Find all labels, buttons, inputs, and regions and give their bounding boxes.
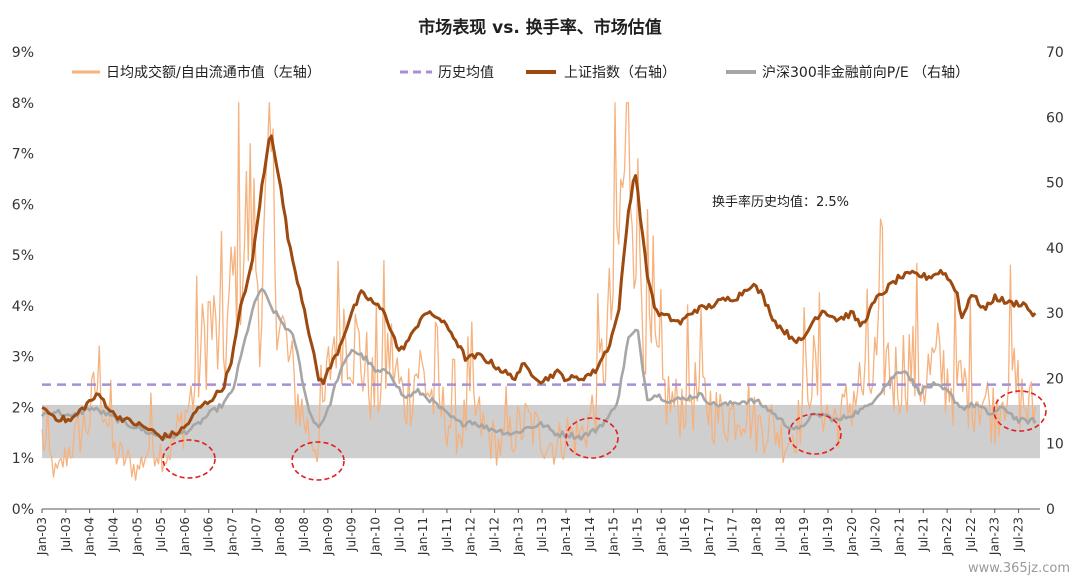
x-tick-label: Jul-03 xyxy=(59,517,73,552)
x-tick-label: Jan-17 xyxy=(702,517,716,556)
x-tick-label: Jul-07 xyxy=(249,517,263,552)
y-left-tick: 0% xyxy=(12,502,34,518)
x-tick-label: Jan-03 xyxy=(35,517,49,556)
x-tick-label: Jan-13 xyxy=(511,517,525,556)
x-tick-label: Jul-12 xyxy=(488,517,502,552)
x-tick-label: Jan-04 xyxy=(83,517,97,556)
y-right-tick: 70 xyxy=(1046,45,1064,61)
x-tick-label: Jan-20 xyxy=(845,517,859,556)
x-tick-label: Jan-10 xyxy=(368,517,382,556)
y-right-tick: 20 xyxy=(1046,371,1064,387)
y-right-tick: 30 xyxy=(1046,306,1064,322)
highlight-circles xyxy=(162,390,1047,481)
x-tick-label: Jul-21 xyxy=(916,517,930,552)
y-right-tick: 10 xyxy=(1046,437,1064,453)
y-left-tick: 6% xyxy=(12,197,34,213)
pe-line xyxy=(40,287,1037,441)
x-tick-label: Jan-11 xyxy=(416,517,430,556)
y-left-tick: 2% xyxy=(12,400,34,416)
legend-turnover: 日均成交额/自由流通市值（左轴） xyxy=(106,64,321,81)
x-axis: Jan-03 Jul-03 Jan-04 Jul-04 Jan-05 Jul-05 Jan-… xyxy=(35,509,1026,556)
x-tick-label: Jul-04 xyxy=(106,517,120,552)
index-line xyxy=(41,134,1037,442)
y-left-tick: 1% xyxy=(12,451,34,467)
turnover-line xyxy=(41,102,1036,481)
y-left-tick: 4% xyxy=(12,299,34,315)
x-tick-label: Jul-20 xyxy=(869,517,883,552)
circle-2019 xyxy=(788,413,842,455)
x-tick-label: Jan-18 xyxy=(750,517,764,556)
x-tick-label: Jan-06 xyxy=(178,517,192,556)
x-tick-label: Jul-19 xyxy=(821,517,835,552)
x-tick-label: Jul-05 xyxy=(154,517,168,552)
x-tick-label: Jan-21 xyxy=(892,517,906,556)
circle-2014 xyxy=(565,417,619,459)
watermark: www.365jz.com xyxy=(968,561,1070,576)
x-tick-label: Jul-09 xyxy=(345,517,359,552)
x-tick-label: Jul-13 xyxy=(535,517,549,552)
y-right-tick: 0 xyxy=(1046,502,1055,518)
x-tick-label: Jul-18 xyxy=(773,517,787,552)
x-tick-label: Jan-07 xyxy=(226,517,240,556)
legend-pe: 沪深300非金融前向P/E （右轴） xyxy=(762,64,969,81)
x-tick-label: Jan-22 xyxy=(940,517,954,556)
circle-2023 xyxy=(993,390,1047,432)
x-tick-label: Jul-17 xyxy=(726,517,740,552)
y-left-tick: 9% xyxy=(12,45,34,61)
x-tick-label: Jul-23 xyxy=(1012,517,1026,552)
x-tick-label: Jul-15 xyxy=(630,517,644,552)
y-left-tick: 8% xyxy=(12,96,34,112)
x-tick-label: Jan-08 xyxy=(273,517,287,556)
y-right-tick: 50 xyxy=(1046,176,1064,192)
x-tick-label: Jul-06 xyxy=(202,517,216,552)
x-tick-label: Jan-15 xyxy=(607,517,621,556)
circle-2005 xyxy=(162,439,216,479)
x-tick-label: Jan-23 xyxy=(988,517,1002,556)
y-right-tick: 60 xyxy=(1046,110,1064,126)
x-tick-label: Jan-16 xyxy=(654,517,668,556)
right-axis: 0 10 20 30 40 50 60 70 xyxy=(1046,45,1064,518)
y-left-tick: 7% xyxy=(12,147,34,163)
mean-annotation: 换手率历史均值：2.5% xyxy=(712,194,849,210)
index-series xyxy=(41,134,1037,442)
x-tick-label: Jul-10 xyxy=(392,517,406,552)
x-tick-label: Jul-08 xyxy=(297,517,311,552)
x-tick-label: Jul-11 xyxy=(440,517,454,552)
x-tick-label: Jan-12 xyxy=(464,517,478,556)
x-tick-label: Jul-22 xyxy=(964,517,978,552)
turnover-series xyxy=(41,102,1036,481)
circle-2008 xyxy=(291,441,345,481)
x-tick-label: Jan-05 xyxy=(130,517,144,556)
x-tick-label: Jul-14 xyxy=(583,517,597,552)
legend: 日均成交额/自由流通市值（左轴） 历史均值 上证指数（右轴） 沪深300非金融前… xyxy=(72,64,969,81)
left-axis: 0% 1% 2% 3% 4% 5% 6% 7% 8% 9% xyxy=(12,45,34,518)
x-tick-label: Jan-19 xyxy=(797,517,811,556)
legend-index: 上证指数（右轴） xyxy=(564,65,676,81)
chart-title: 市场表现 vs. 换手率、市场估值 xyxy=(418,17,662,38)
y-right-tick: 40 xyxy=(1046,241,1064,257)
pe-series xyxy=(40,287,1037,441)
x-tick-label: Jan-14 xyxy=(559,517,573,556)
legend-mean: 历史均值 xyxy=(438,65,494,81)
x-tick-label: Jul-16 xyxy=(678,517,692,552)
y-left-tick: 5% xyxy=(12,248,34,264)
x-tick-label: Jan-09 xyxy=(321,517,335,556)
y-left-tick: 3% xyxy=(12,350,34,366)
